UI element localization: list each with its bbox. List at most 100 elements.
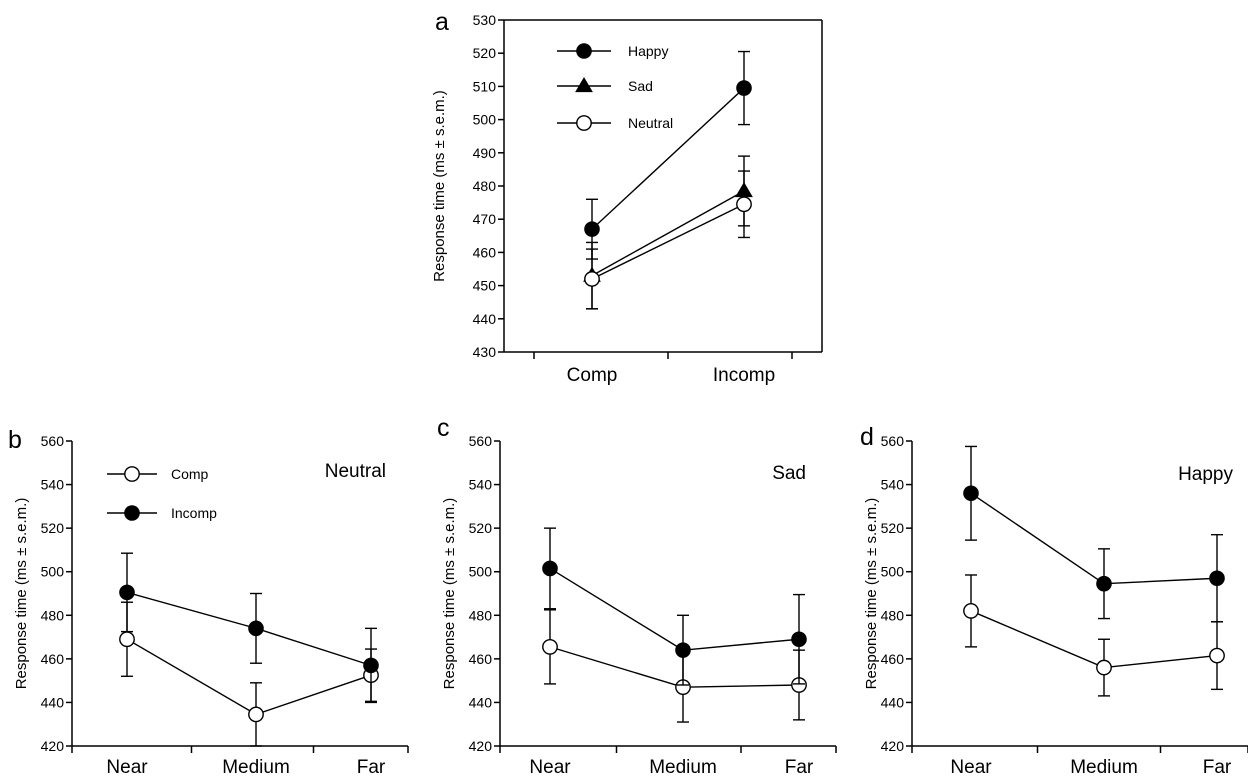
data-point: [736, 80, 752, 96]
series-line: [970, 610, 1218, 669]
x-tick-label: Far: [357, 757, 386, 778]
y-tick-label: 460: [881, 651, 905, 667]
y-tick-label: 440: [469, 694, 493, 710]
legend-label: Incomp: [171, 505, 217, 521]
data-point: [963, 485, 979, 502]
series-sad: [583, 155, 753, 310]
y-tick-label: 540: [469, 477, 493, 493]
y-tick-label: 500: [41, 564, 65, 580]
data-point: [1209, 570, 1225, 587]
panel-d: 420 440 460 480 500 520 540 560 Near Medium Far Res…: [860, 423, 1248, 778]
panel-c: 420 440 460 480 500 520 540 560 Near Medium Far Res…: [437, 414, 837, 778]
y-tick-label: 480: [881, 607, 905, 623]
y-tick-label: 480: [469, 607, 493, 623]
y-tick-label: 490: [473, 145, 497, 161]
legend-marker: [575, 77, 593, 93]
data-point: [248, 620, 264, 637]
y-tick-label: 560: [41, 433, 65, 449]
legend-marker: [124, 505, 140, 521]
panel-title: Sad: [772, 463, 806, 484]
series-line: [549, 567, 800, 651]
y-axis-label: Response time (ms ± s.e.m.): [431, 90, 448, 282]
data-point: [584, 221, 600, 237]
series-line: [591, 87, 745, 230]
y-tick-label: 450: [473, 278, 497, 294]
y-tick-label: 440: [881, 694, 905, 710]
x-tick-label: Near: [106, 757, 148, 778]
x-tick-label: Incomp: [713, 365, 775, 386]
y-tick-label: 430: [473, 344, 497, 360]
x-tick-label: Medium: [649, 757, 717, 778]
x-tick-label: Medium: [222, 757, 290, 778]
y-tick-label: 520: [473, 45, 497, 61]
panel-title: Neutral: [325, 461, 386, 482]
series-neutral: [584, 170, 752, 310]
y-tick-label: 480: [41, 607, 65, 623]
data-point: [542, 560, 558, 577]
y-tick-label: 560: [469, 433, 493, 449]
panel-letter: c: [437, 414, 450, 442]
series-line: [549, 646, 800, 688]
x-tick-label: Far: [785, 757, 814, 778]
legend-marker: [576, 115, 592, 131]
panel-letter: d: [860, 423, 874, 451]
series-incomp: [963, 445, 1225, 623]
data-point: [736, 196, 752, 213]
y-axis-label: Response time (ms ± s.e.m.): [863, 498, 880, 690]
legend-marker: [124, 466, 140, 482]
y-tick-label: 560: [881, 433, 905, 449]
y-tick-label: 510: [473, 78, 497, 94]
panel-letter: a: [435, 8, 449, 36]
y-tick-label: 460: [473, 244, 497, 260]
series-line: [591, 190, 745, 277]
series-comp: [963, 574, 1225, 697]
series-happy: [584, 50, 752, 260]
x-tick-label: Near: [950, 757, 992, 778]
y-tick-label: 480: [473, 178, 497, 194]
data-point: [248, 706, 264, 723]
data-point: [1096, 659, 1112, 676]
data-point: [1096, 575, 1112, 592]
series-line: [970, 492, 1218, 585]
y-tick-label: 420: [469, 738, 493, 754]
legend-marker: [576, 43, 592, 59]
y-tick-label: 460: [41, 651, 65, 667]
y-tick-label: 500: [473, 112, 497, 128]
y-tick-label: 440: [473, 311, 497, 327]
y-tick-label: 520: [41, 520, 65, 536]
y-axis-label: Response time (ms ± s.e.m.): [441, 498, 458, 690]
y-tick-label: 460: [469, 651, 493, 667]
data-point: [119, 631, 135, 648]
series-comp: [542, 609, 807, 723]
panel-b: 420 440 460 480 500 520 540 560 Near Medium Far Res…: [8, 426, 409, 778]
x-tick-label: Near: [529, 757, 571, 778]
series-line: [126, 638, 372, 716]
y-tick-label: 500: [881, 564, 905, 580]
y-tick-label: 420: [881, 738, 905, 754]
series-comp: [119, 601, 379, 747]
series-incomp: [119, 552, 379, 704]
panel-title: Happy: [1178, 464, 1233, 485]
series-line: [591, 203, 745, 280]
y-tick-label: 540: [41, 477, 65, 493]
x-tick-label: Medium: [1070, 757, 1138, 778]
y-tick-label: 520: [469, 520, 493, 536]
legend-label: Comp: [171, 466, 209, 482]
data-point: [363, 657, 379, 674]
panel-a: 430 440 450 460 470 480 490 500 510 520 530 Comp Inc…: [431, 8, 823, 386]
y-tick-label: 520: [881, 520, 905, 536]
data-point: [791, 631, 807, 648]
legend-label: Happy: [628, 43, 668, 59]
legend: Comp Incomp: [107, 466, 217, 521]
x-tick-label: Far: [1203, 757, 1232, 778]
y-tick-label: 500: [469, 564, 493, 580]
data-point: [963, 603, 979, 619]
panel-letter: b: [8, 426, 22, 454]
legend: Happy Sad Neutral: [557, 43, 673, 131]
y-tick-label: 420: [41, 738, 65, 754]
series-incomp: [542, 527, 807, 686]
data-point: [675, 642, 691, 658]
x-tick-label: Comp: [567, 365, 618, 386]
legend-label: Sad: [628, 78, 653, 94]
